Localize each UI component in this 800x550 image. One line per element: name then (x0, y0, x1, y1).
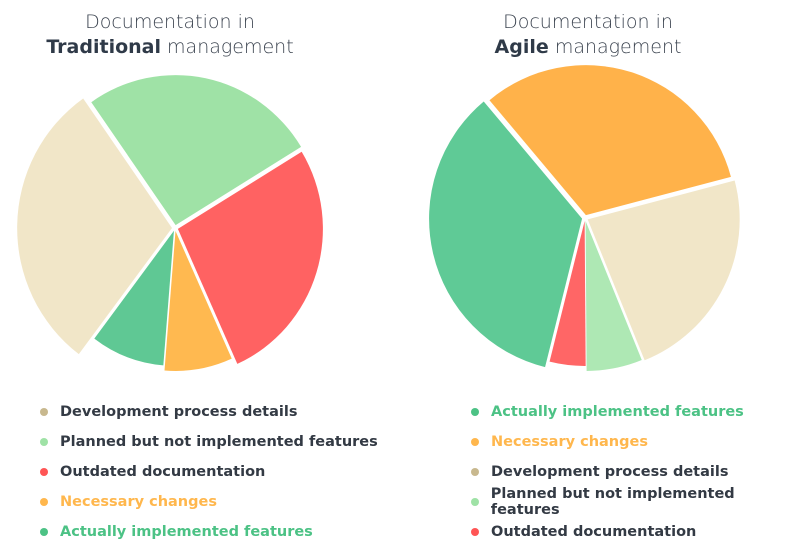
legend-label: Actually implemented features (491, 404, 744, 420)
legend-item: Planned but not implemented features (471, 486, 800, 518)
legend-item: Necessary changes (471, 427, 800, 457)
legend-label: Outdated documentation (491, 524, 697, 540)
pie-slice-development-process-details (587, 180, 740, 361)
title-line1: Documentation in (503, 11, 673, 33)
legend-label: Planned but not implemented features (490, 486, 735, 518)
title-rest: management (554, 36, 682, 58)
title-bold: Traditional (46, 36, 161, 58)
legend-dot-icon (471, 498, 479, 506)
legend-dot-icon (471, 408, 479, 416)
legend-dot-icon (471, 528, 479, 536)
legend-traditional: Development process details Planned but n… (40, 397, 378, 547)
title-rest: management (167, 36, 294, 58)
legend-dot-icon (40, 408, 48, 416)
legend-label: Planned but not implemented features (60, 434, 378, 450)
legend-item: Development process details (40, 397, 378, 427)
pie-slice-actually-implemented-features (94, 230, 174, 366)
legend-label: Necessary changes (491, 434, 648, 450)
legend-dot-icon (40, 438, 48, 446)
legend-label: Actually implemented features (60, 524, 313, 540)
chart-title-traditional: Documentation in Traditional management (20, 10, 320, 60)
pie-slice-necessary-changes (489, 65, 731, 216)
pie-slice-outdated-documentation (177, 151, 323, 364)
legend-dot-icon (471, 468, 479, 476)
legend-label: Necessary changes (60, 494, 217, 510)
title-line2: Traditional management (20, 35, 320, 60)
legend-label: Outdated documentation (60, 464, 266, 480)
legend-item: Planned but not implemented features (40, 427, 378, 457)
legend-label: Development process details (491, 464, 729, 480)
legend-dot-icon (40, 528, 48, 536)
legend-item: Actually implemented features (40, 517, 378, 547)
legend-item: Development process details (471, 457, 800, 487)
pie-charts (17, 65, 740, 371)
legend-label: Development process details (60, 404, 298, 420)
legend-agile: Actually implemented features Necessary c… (471, 397, 800, 547)
pie-slice-necessary-changes (164, 230, 232, 371)
legend-item: Necessary changes (40, 487, 378, 517)
title-bold: Agile (494, 36, 549, 58)
title-line1: Documentation in (85, 11, 255, 33)
pie-slice-development-process-details (17, 98, 173, 355)
legend-item: Outdated documentation (471, 517, 800, 547)
legend-dot-icon (40, 468, 48, 476)
pie-slice-outdated-documentation (549, 220, 586, 366)
chart-title-agile: Documentation in Agile management (438, 10, 738, 60)
title-line2: Agile management (438, 35, 738, 60)
legend-item: Outdated documentation (40, 457, 378, 487)
pie-slice-planned-but-not-implemented-features (585, 220, 642, 371)
legend-item: Actually implemented features (471, 397, 800, 427)
legend-dot-icon (40, 498, 48, 506)
pie-slice-actually-implemented-features (429, 101, 583, 368)
pie-slice-planned-but-not-implemented-features (91, 75, 302, 226)
legend-dot-icon (471, 438, 479, 446)
